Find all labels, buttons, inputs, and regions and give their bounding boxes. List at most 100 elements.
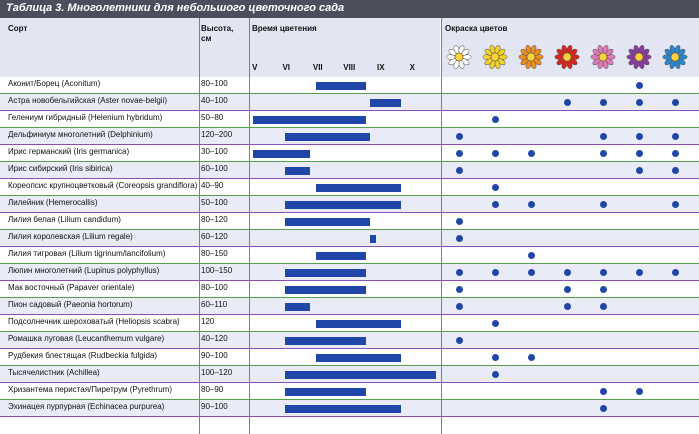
bloom-period-bar [284,286,367,294]
column-divider [249,18,250,434]
flower-color-dot [455,150,463,157]
flower-color-dot [599,269,607,276]
month-label: IX [376,63,385,72]
flower-color-dot [455,303,463,310]
flower-color-dot [491,116,499,123]
height-value: 90–100 [201,402,228,411]
bloom-period-bar [284,371,436,379]
bloom-time-header: Время цветения [252,24,317,33]
bloom-period-bar [284,337,367,345]
height-value: 60–110 [201,300,228,309]
height-value: 80–90 [201,385,224,394]
table-row: Аконит/Борец (Aconitum) 80–100 [0,77,699,94]
flower-color-dot [455,286,463,293]
bloom-period-bar [284,405,402,413]
white-flower-icon [445,43,473,71]
flower-color-dot [455,337,463,344]
height-value: 80–120 [201,215,228,224]
flower-color-dot [491,354,499,361]
variety-header: Сорт [8,24,28,33]
table-row: Мак восточный (Papaver orientale) 80–100 [0,281,699,298]
height-value: 60–120 [201,232,228,241]
title-bar: Таблица 3. Многолетники для небольшого ц… [0,0,699,18]
orange-flower-icon [517,43,545,71]
row-separator [0,161,699,162]
flower-color-dot [671,99,679,106]
month-label: VII [312,63,323,72]
flower-color-dot [671,150,679,157]
bloom-header-cell: Время цветения V VI VII VIII IX X [250,18,440,77]
height-value: 40–100 [201,96,228,105]
pink-flower-icon [589,43,617,71]
table-row: Лилия королевская (Lilium regale) 60–120 [0,230,699,247]
flower-color-dot [671,133,679,140]
row-separator [0,212,699,213]
bloom-period-bar [316,252,367,260]
flower-color-dot [635,99,643,106]
table-row: Дельфиниум многолетний (Delphinium) 120–2… [0,128,699,145]
height-value: 120 [201,317,215,326]
variety-name: Дельфиниум многолетний (Delphinium) [8,130,153,139]
row-separator [0,263,699,264]
table-row: Лилия белая (Lilium candidum) 80–120 [0,213,699,230]
height-value: 100–120 [201,368,233,377]
variety-name: Люпин многолетний (Lupinus polyphyllus) [8,266,160,275]
flower-color-dot [455,269,463,276]
bloom-period-bar [369,99,402,107]
variety-name: Астра новобельгийская (Aster novae-belgi… [8,96,168,105]
table-row: Хризантема перистая/Пиретрум (Pyrethrum)… [0,383,699,400]
height-value: 120–200 [201,130,233,139]
month-label: VI [282,63,291,72]
flower-color-dot [635,133,643,140]
height-value: 60–100 [201,164,228,173]
blue-flower-icon [661,43,689,71]
flower-color-dot [527,354,535,361]
bloom-period-bar [284,133,370,141]
flower-color-dot [527,201,535,208]
flower-color-dot [455,235,463,242]
height-value: 100–150 [201,266,233,275]
bloom-period-bar [253,116,367,124]
bloom-period-bar [284,269,367,277]
variety-name: Кореопсис крупноцветковый (Coreopsis gra… [8,181,198,190]
row-separator [0,195,699,196]
table-title: Таблица 3. Многолетники для небольшого ц… [6,2,345,14]
month-label: VIII [343,63,356,72]
flower-color-dot [491,371,499,378]
row-separator [0,382,699,383]
flower-color-dot [599,286,607,293]
flower-color-dot [599,303,607,310]
row-separator [0,144,699,145]
row-separator [0,280,699,281]
bloom-period-bar [284,201,402,209]
variety-name: Аконит/Борец (Aconitum) [8,79,101,88]
flower-color-dot [599,133,607,140]
variety-name: Тысячелистник (Achillea) [8,368,100,377]
flower-color-dot [671,167,679,174]
variety-name: Ромашка луговая (Leucanthemum vulgare) [8,334,165,343]
bloom-period-bar [316,354,402,362]
variety-name: Лилия королевская (Lilium regale) [8,232,133,241]
variety-name: Хризантема перистая/Пиретрум (Pyrethrum) [8,385,172,394]
flower-color-dot [527,269,535,276]
variety-name: Подсолнечник шероховатый (Heliopsis scab… [8,317,180,326]
row-separator [0,110,699,111]
bloom-period-bar [284,218,370,226]
height-value: 40–90 [201,181,224,190]
bloom-period-bar [316,320,402,328]
flower-color-dot [491,320,499,327]
row-separator [0,416,699,417]
table-row: Лилейник (Hemerocallis) 50–100 [0,196,699,213]
flower-color-dot [599,99,607,106]
bloom-period-bar [284,303,310,311]
table-row: Люпин многолетний (Lupinus polyphyllus) 1… [0,264,699,281]
flower-color-dot [563,269,571,276]
height-value: 30–100 [201,147,228,156]
flower-color-dot [527,150,535,157]
variety-name: Ирис сибирский (Iris sibirica) [8,164,113,173]
bloom-period-bar [316,82,367,90]
height-value: 80–100 [201,283,228,292]
flower-color-dot [599,388,607,395]
height-value: 90–100 [201,351,228,360]
height-value: 80–150 [201,249,228,258]
